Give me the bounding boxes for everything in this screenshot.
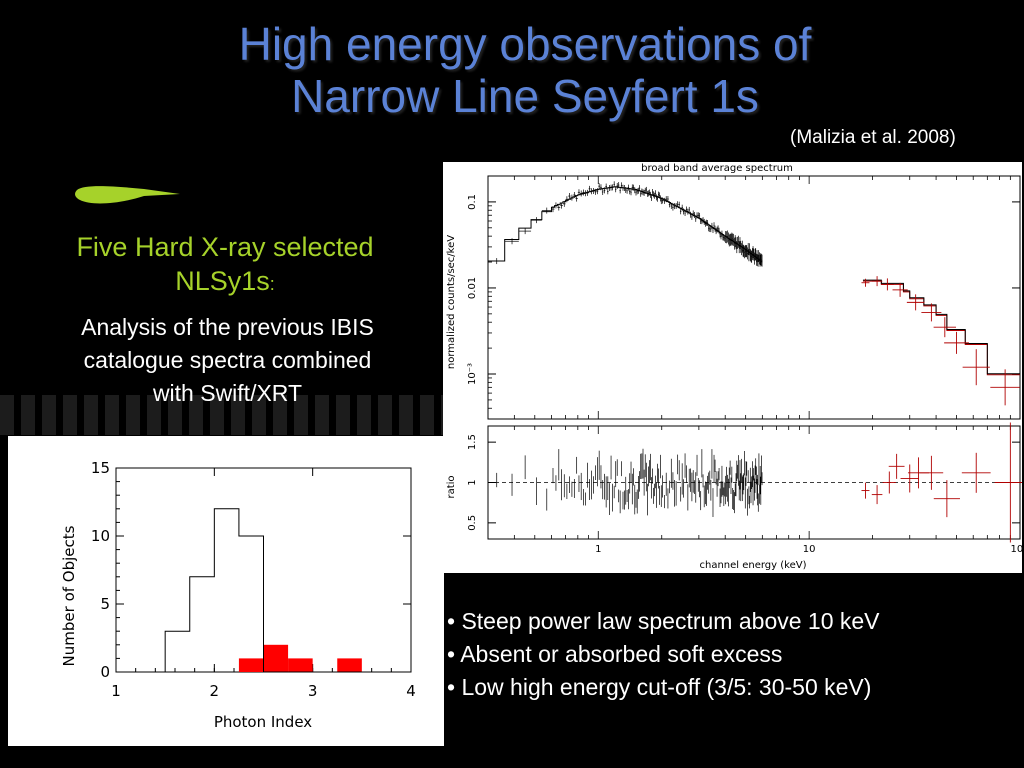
spectrum-frame [487, 175, 1021, 420]
spectrum-xtick-label: 1 [595, 544, 601, 555]
desc-line-1: Analysis of the previous IBIS [81, 314, 374, 340]
histogram-xtick-label: 4 [406, 682, 416, 700]
histogram-svg: Number of Objects Photon Index 1 2 3 4 0 5 10 1… [60, 459, 416, 731]
subhead-line-1: Five Hard X-ray selected [76, 232, 374, 262]
subhead-colon: : [269, 274, 275, 294]
spectrum-ytick-label: 0.01 [467, 277, 478, 299]
xrt-model-line [487, 186, 763, 273]
histogram-ytick-label: 5 [100, 595, 110, 613]
histogram-ytick-label: 0 [100, 663, 110, 681]
slide-title: High energy observations of Narrow Line … [140, 18, 910, 122]
title-line-2: Narrow Line Seyfert 1s [291, 70, 759, 122]
brush-stroke-decoration [75, 186, 180, 204]
histogram-bar-outline [164, 508, 362, 673]
spectrum-ytick-label: 0.1 [467, 194, 478, 210]
histogram-ylabel: Number of Objects [60, 525, 78, 666]
spectrum-ytick-label: 10⁻³ [467, 363, 478, 385]
description: Analysis of the previous IBIS catalogue … [20, 311, 435, 410]
histogram-xtick-label: 1 [111, 682, 121, 700]
ratio-ytick-label: 1.5 [467, 434, 478, 450]
citation: (Malizia et al. 2008) [790, 127, 956, 148]
photon-index-histogram: Number of Objects Photon Index 1 2 3 4 0 5 10 1… [8, 436, 444, 746]
spectrum-title: broad band average spectrum [641, 163, 793, 174]
desc-line-3: with Swift/XRT [152, 380, 303, 406]
bullet-3: Low high energy cut-off (3/5: 30-50 keV) [447, 671, 880, 704]
histogram-ytick-label: 10 [91, 527, 110, 545]
title-line-1: High energy observations of [238, 18, 812, 70]
spectrum-xlabel: channel energy (keV) [699, 560, 806, 571]
spectrum-svg: broad band average spectrum channel ener… [446, 163, 1024, 571]
ratio-ytick-label: 0.5 [467, 515, 478, 531]
histogram-bar-nlsy1 [263, 644, 289, 672]
subhead-line-2: NLSy1s [175, 266, 270, 296]
spectrum-xtick-label: 10 [803, 544, 816, 555]
ibis-model-line [862, 280, 1020, 376]
bullet-2: Absent or absorbed soft excess [447, 638, 880, 671]
broad-band-spectrum: broad band average spectrum channel ener… [443, 162, 1024, 573]
histogram-ytick-label: 15 [91, 459, 110, 477]
histogram-bar-nlsy1 [238, 658, 264, 672]
histogram-xlabel: Photon Index [214, 713, 312, 731]
histogram-bar-nlsy1 [337, 658, 362, 672]
histogram-xtick-label: 2 [210, 682, 220, 700]
ratio-ytick-label: 1 [467, 479, 478, 485]
bullet-1: Steep power law spectrum above 10 keV [447, 605, 879, 638]
desc-line-2: catalogue spectra combined [83, 347, 372, 373]
subhead: Five Hard X-ray selected NLSy1s: [20, 230, 430, 301]
film-strip-decoration [0, 395, 445, 435]
spectrum-ylabel: normalized counts/sec/keV [446, 235, 457, 369]
histogram-bar-nlsy1 [288, 658, 313, 672]
ratio-ylabel: ratio [446, 475, 457, 498]
spectrum-xtick-label: 100 [1010, 544, 1022, 555]
ibis-model-line-dark [862, 279, 1020, 375]
bullet-list: Steep power law spectrum above 10 keV Ab… [447, 605, 880, 704]
histogram-xtick-label: 3 [308, 682, 318, 700]
